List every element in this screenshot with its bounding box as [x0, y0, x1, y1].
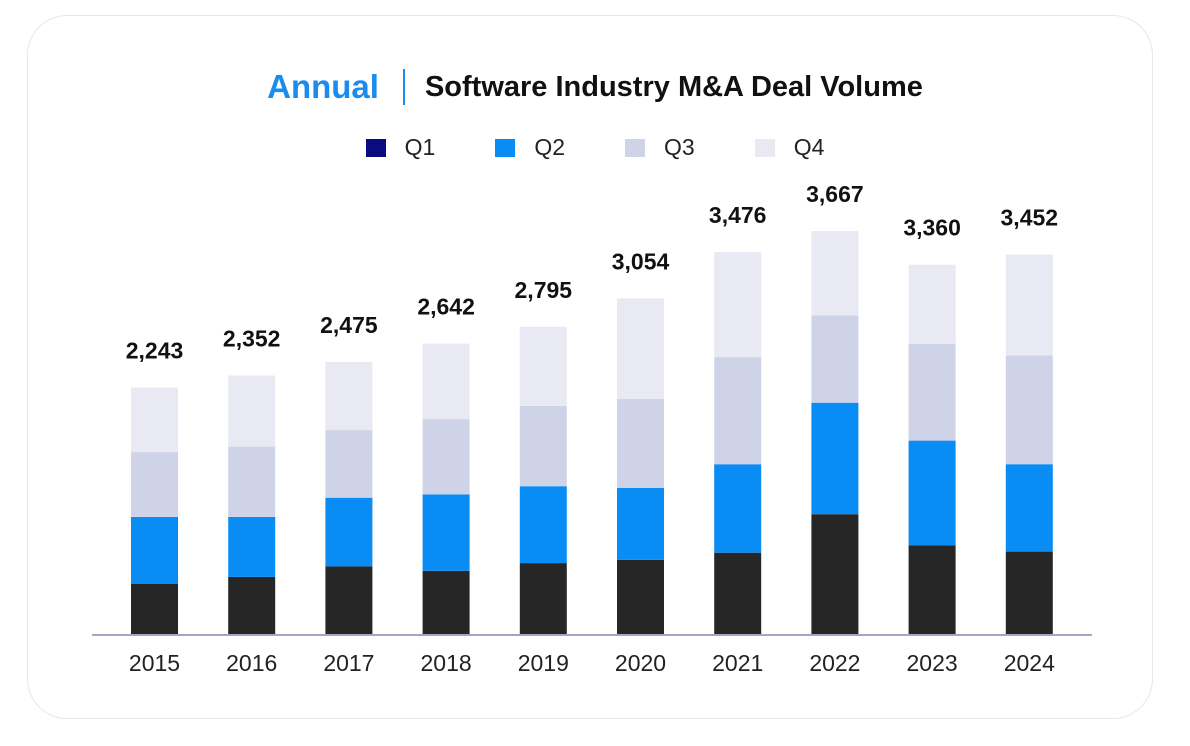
title-divider	[402, 69, 405, 105]
x-tick-label: 2021	[712, 650, 763, 676]
bar-segment-2015-q1	[131, 584, 178, 634]
bar-segment-2019-q1	[519, 563, 567, 634]
legend-swatch-q4	[754, 138, 775, 157]
bar-segment-2024-q1	[1005, 551, 1053, 634]
legend-item-q3: Q3	[625, 134, 695, 161]
bar-segment-2015-q4	[131, 387, 178, 453]
legend-label: Q3	[664, 134, 695, 160]
bar-segment-2020-q2	[617, 487, 664, 560]
legend-swatch-q1	[365, 138, 386, 157]
bar-segment-2022-q3	[811, 315, 859, 403]
bar-total-label: 2,642	[417, 294, 475, 320]
bar-segment-2016-q4	[228, 375, 276, 447]
x-tick-label: 2018	[421, 650, 472, 676]
bar-total-label: 2,475	[320, 312, 378, 338]
chart-legend: Q1 Q2 Q3 Q4	[0, 134, 1190, 161]
bar-segment-2017-q3	[325, 430, 373, 498]
bar-segment-2022-q2	[811, 402, 859, 515]
legend-swatch-q2	[495, 138, 516, 157]
x-tick-label: 2020	[615, 650, 666, 676]
bar-segment-2017-q1	[325, 566, 373, 634]
bar-segment-2020-q3	[617, 398, 664, 488]
x-tick-label: 2017	[323, 650, 374, 676]
bar-segment-2020-q1	[617, 559, 664, 634]
bar-segment-2023-q3	[908, 343, 956, 441]
x-tick-label: 2024	[1004, 650, 1055, 676]
bar-segment-2024-q4	[1005, 254, 1053, 356]
legend-swatch-q3	[625, 138, 645, 157]
legend-item-q2: Q2	[495, 134, 565, 161]
legend-label: Q1	[404, 134, 436, 160]
bar-segment-2019-q2	[519, 486, 567, 564]
bar-total-label: 2,795	[515, 277, 573, 303]
bar-segment-2023-q2	[908, 440, 956, 546]
bar-segment-2023-q4	[908, 264, 956, 344]
x-tick-label: 2023	[907, 650, 958, 676]
bar-segment-2024-q2	[1005, 464, 1053, 552]
legend-item-q4: Q4	[754, 134, 825, 161]
x-tick-label: 2022	[809, 650, 860, 676]
chart-card	[27, 15, 1153, 719]
bar-segment-2015-q2	[131, 517, 178, 584]
bar-segment-2018-q1	[422, 570, 470, 634]
bar-total-label: 3,452	[1001, 205, 1059, 231]
bar-total-label: 3,476	[709, 202, 767, 228]
bar-total-label: 3,667	[806, 181, 864, 207]
legend-item-q1: Q1	[365, 134, 436, 161]
bar-segment-2018-q4	[422, 343, 470, 420]
bar-total-label: 3,360	[903, 215, 961, 241]
x-tick-label: 2016	[226, 650, 277, 676]
bar-segment-2016-q1	[228, 576, 276, 634]
chart-title: Annual Software Industry M&A Deal Volume	[0, 68, 1190, 106]
bar-total-label: 2,243	[126, 338, 184, 364]
bar-segment-2021-q3	[714, 357, 762, 465]
bar-segment-2022-q4	[811, 231, 859, 316]
bar-segment-2021-q2	[714, 464, 762, 553]
bar-segment-2017-q4	[325, 362, 373, 431]
bar-segment-2018-q2	[422, 494, 470, 571]
bar-segment-2015-q3	[131, 452, 178, 517]
bar-segment-2024-q3	[1005, 355, 1053, 465]
bar-segment-2022-q1	[811, 514, 859, 634]
title-main: Software Industry M&A Deal Volume	[424, 70, 923, 103]
bar-segment-2021-q1	[714, 552, 762, 634]
title-accent: Annual	[267, 68, 379, 105]
legend-label: Q4	[793, 134, 825, 160]
bar-segment-2020-q4	[617, 298, 664, 399]
bar-segment-2021-q4	[714, 252, 762, 358]
bar-total-label: 2,352	[223, 326, 281, 352]
bar-segment-2016-q2	[228, 517, 276, 577]
bar-segment-2016-q3	[228, 446, 276, 517]
x-tick-label: 2019	[518, 650, 569, 676]
bar-segment-2019-q3	[519, 406, 567, 487]
bar-segment-2019-q4	[519, 326, 567, 406]
x-tick-label: 2015	[129, 650, 180, 676]
bar-segment-2023-q1	[908, 545, 956, 634]
bar-total-label: 3,054	[612, 248, 670, 274]
legend-label: Q2	[534, 134, 565, 160]
bar-segment-2018-q3	[422, 419, 470, 495]
bar-segment-2017-q2	[325, 497, 373, 567]
